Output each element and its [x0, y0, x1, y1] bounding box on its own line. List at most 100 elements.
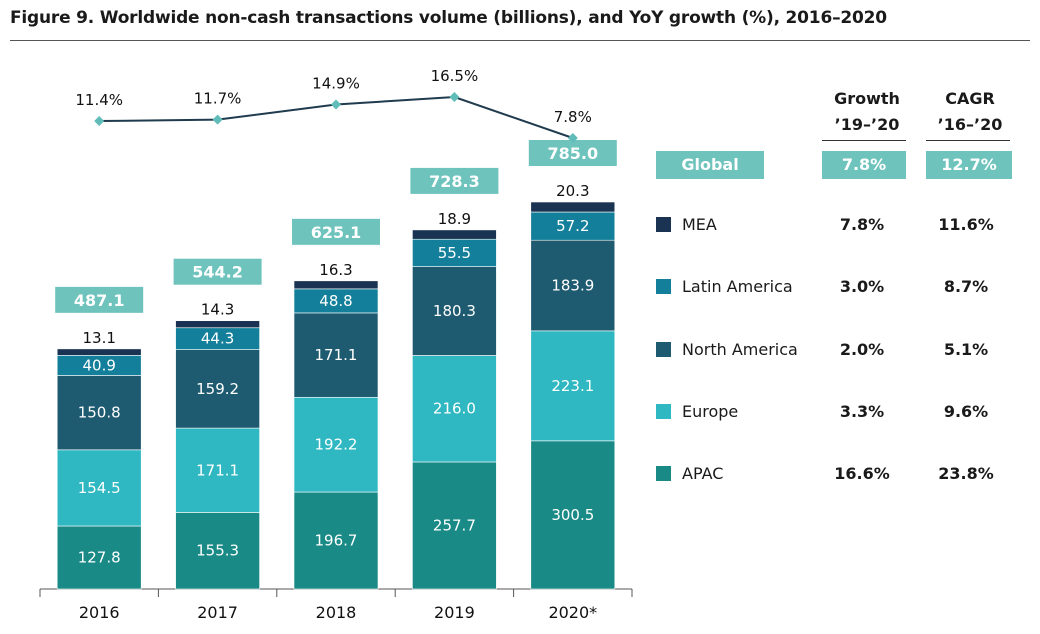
region-row-north-america: North America 2.0% 5.1% — [656, 338, 1016, 362]
x-tick-label: 2018 — [316, 603, 357, 622]
bar-segment-europe — [175, 427, 260, 513]
segment-value-label: 57.2 — [556, 217, 589, 235]
segment-value-label: 154.5 — [78, 479, 121, 497]
bar-segment-mea — [56, 348, 142, 356]
region-row-mea: MEA 7.8% 11.6% — [656, 213, 1016, 237]
total-box — [55, 286, 144, 313]
region-cagr: 23.8% — [938, 464, 994, 483]
total-value-label: 728.3 — [429, 172, 480, 191]
mea-value-label: 16.3 — [319, 261, 352, 279]
region-growth: 3.0% — [839, 277, 885, 296]
x-tick-label: 2017 — [197, 603, 238, 622]
x-tick-label: 2019 — [434, 603, 475, 622]
region-row-latin-america: Latin America 3.0% 8.7% — [656, 275, 1016, 299]
segment-value-label: 150.8 — [78, 404, 121, 422]
segment-value-label: 196.7 — [315, 532, 358, 550]
region-cagr: 9.6% — [943, 402, 989, 421]
mea-value-label: 18.9 — [438, 210, 471, 228]
growth-marker — [567, 133, 578, 143]
region-growth: 7.8% — [839, 215, 885, 234]
segment-value-label: 55.5 — [438, 244, 471, 262]
segment-value-label: 127.8 — [78, 548, 121, 566]
region-name: MEA — [682, 215, 717, 234]
total-value-label: 625.1 — [311, 223, 362, 242]
north-america-swatch — [656, 342, 671, 357]
bar-segment-europe — [293, 396, 379, 493]
bar-segment-mea — [175, 320, 260, 329]
region-name: APAC — [682, 464, 724, 483]
segment-value-label: 48.8 — [319, 292, 352, 310]
title-divider — [10, 40, 1030, 41]
cagr-header-line1: CAGR — [945, 89, 995, 108]
bar-segment-apac — [56, 525, 142, 590]
bar-segment-north-america — [412, 266, 497, 356]
growth-header-line2: ’19–’20 — [834, 114, 900, 134]
segment-value-label: 155.3 — [196, 542, 239, 560]
bar-segment-mea — [530, 201, 616, 213]
segment-value-label: 171.1 — [196, 461, 239, 479]
region-name: North America — [682, 340, 798, 359]
total-box — [528, 140, 617, 166]
bar-segment-apac — [175, 512, 260, 590]
bar-segment-apac — [293, 491, 379, 590]
latin-america-swatch — [656, 279, 671, 294]
growth-label: 14.9% — [312, 75, 360, 93]
region-row-apac: APAC 16.6% 23.8% — [656, 462, 1016, 486]
x-tick-label: 2020* — [548, 603, 597, 622]
mea-value-label: 13.1 — [82, 329, 115, 347]
segment-value-label: 40.9 — [82, 356, 115, 374]
region-row-europe: Europe 3.3% 9.6% — [656, 400, 1016, 424]
global-growth: 7.8% — [822, 151, 906, 179]
mea-value-label: 20.3 — [556, 182, 589, 200]
bar-segment-north-america — [530, 239, 616, 332]
chart-title: Figure 9. Worldwide non-cash transaction… — [10, 8, 887, 28]
total-value-label: 544.2 — [192, 263, 243, 282]
region-name: Latin America — [682, 277, 793, 296]
bar-segment-apac — [412, 461, 497, 590]
apac-swatch — [656, 466, 671, 481]
cagr-header: CAGR ’16–’20 — [922, 86, 1018, 137]
region-name: Europe — [682, 402, 739, 421]
total-box — [410, 167, 499, 194]
mea-swatch — [656, 217, 671, 232]
bar-segment-north-america — [293, 312, 379, 398]
region-cagr: 5.1% — [943, 340, 989, 359]
segment-value-label: 180.3 — [433, 302, 476, 320]
stacked-bar-chart: 127.8 154.5 150.8 40.9 13.1 487.1 2016 155.3 171… — [39, 67, 633, 622]
growth-marker — [331, 99, 341, 110]
total-box — [173, 258, 262, 285]
segment-value-label: 216.0 — [433, 400, 476, 418]
growth-label: 16.5% — [431, 67, 479, 85]
growth-header: Growth ’19–’20 — [822, 86, 912, 137]
global-cagr: 12.7% — [926, 151, 1012, 179]
bar-segment-apac — [530, 440, 616, 590]
growth-marker — [94, 116, 105, 127]
region-growth: 3.3% — [839, 402, 885, 421]
region-growth: 16.6% — [834, 464, 890, 483]
mea-value-label: 14.3 — [201, 301, 234, 319]
bar-segment-europe — [56, 449, 142, 527]
growth-label: 11.4% — [75, 91, 123, 109]
segment-value-label: 300.5 — [551, 506, 594, 524]
growth-header-rule — [822, 140, 906, 141]
bar-segment-mea — [293, 280, 379, 290]
bar-segment-europe — [530, 330, 616, 442]
segment-value-label: 257.7 — [433, 516, 476, 534]
growth-marker — [449, 92, 460, 102]
total-value-label: 487.1 — [74, 291, 125, 310]
region-cagr: 11.6% — [938, 215, 994, 234]
europe-swatch — [656, 404, 671, 419]
cagr-header-line2: ’16–’20 — [937, 114, 1003, 134]
bar-segment-mea — [412, 229, 497, 240]
growth-marker — [212, 114, 223, 125]
total-box — [292, 218, 380, 245]
region-growth: 2.0% — [839, 340, 885, 359]
total-value-label: 785.0 — [547, 144, 598, 163]
growth-label: 11.7% — [194, 90, 242, 108]
segment-value-label: 223.1 — [551, 377, 594, 395]
segment-value-label: 44.3 — [201, 330, 234, 348]
segment-value-label: 171.1 — [315, 346, 358, 364]
segment-value-label: 183.9 — [551, 277, 594, 295]
bar-segment-latin-america — [293, 288, 379, 314]
bar-segment-north-america — [56, 375, 142, 451]
